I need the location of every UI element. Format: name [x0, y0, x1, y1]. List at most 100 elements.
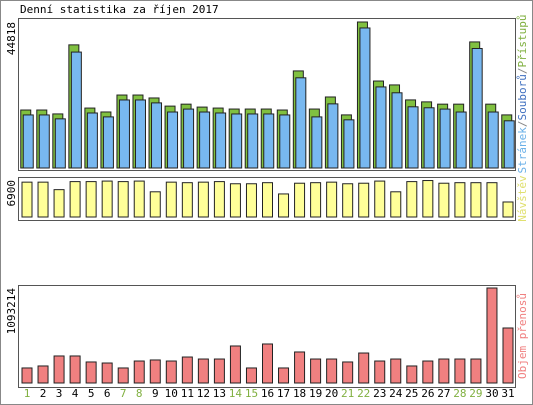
bar	[247, 113, 259, 169]
bar	[502, 201, 514, 218]
legend-separator: /	[516, 120, 529, 127]
bar	[454, 182, 466, 218]
bar	[133, 360, 145, 384]
bar	[165, 181, 177, 218]
bar	[134, 99, 146, 169]
bar	[199, 111, 211, 169]
x-tick-label: 31	[501, 387, 514, 400]
x-tick-label: 7	[120, 387, 127, 400]
x-tick-label: 6	[104, 387, 111, 400]
bar	[390, 191, 402, 218]
bar	[391, 92, 403, 169]
x-tick-label: 30	[485, 387, 498, 400]
bar	[197, 358, 209, 384]
bar	[470, 358, 482, 384]
y-max-label: 6900	[5, 180, 18, 207]
x-tick-label: 3	[56, 387, 63, 400]
bar	[422, 180, 434, 218]
bar	[149, 359, 161, 384]
bar	[53, 355, 65, 384]
bar	[455, 111, 467, 169]
bar	[213, 181, 225, 218]
bar	[310, 182, 322, 218]
bar	[37, 365, 49, 384]
x-tick-label: 19	[309, 387, 322, 400]
bar	[21, 181, 33, 218]
bar	[229, 183, 241, 218]
x-tick-label: 12	[197, 387, 210, 400]
bar	[22, 114, 34, 169]
bar	[406, 365, 418, 384]
bar	[181, 356, 193, 384]
bar	[278, 367, 290, 384]
x-tick-label: 15	[245, 387, 258, 400]
legend-entry: Objem přenosů	[516, 293, 529, 379]
bar	[326, 181, 338, 218]
bar	[21, 367, 33, 384]
x-tick-label: 10	[165, 387, 178, 400]
bar	[101, 362, 113, 384]
bar	[503, 120, 515, 169]
bar	[102, 116, 114, 169]
x-tick-label: 27	[437, 387, 450, 400]
bar	[279, 114, 291, 169]
bar	[278, 193, 290, 218]
bar	[85, 181, 97, 218]
bar	[390, 358, 402, 384]
x-tick-label: 23	[373, 387, 386, 400]
x-tick-label: 20	[325, 387, 338, 400]
x-tick-label: 14	[229, 387, 243, 400]
bar	[213, 358, 225, 384]
bar	[262, 343, 273, 384]
x-tick-label: 25	[405, 387, 418, 400]
x-tick-label: 22	[357, 387, 370, 400]
bar	[471, 47, 483, 169]
legend-entry: Souborů	[516, 74, 529, 120]
legend-entry: Přístupů	[516, 15, 529, 68]
bar	[470, 182, 482, 218]
x-tick-label: 28	[453, 387, 466, 400]
bar	[101, 180, 113, 218]
bar	[181, 182, 193, 218]
bar	[85, 361, 97, 384]
y-max-label: 44818	[5, 22, 18, 55]
bar	[486, 182, 498, 218]
bar	[197, 181, 209, 218]
bar	[69, 355, 81, 384]
x-tick-label: 2	[40, 387, 47, 400]
bar	[439, 108, 451, 169]
bar	[342, 183, 354, 218]
bar	[342, 361, 354, 384]
bar	[374, 180, 386, 218]
x-tick-label: 24	[389, 387, 403, 400]
bar	[310, 358, 322, 384]
bar	[358, 352, 370, 384]
bar	[438, 358, 450, 384]
legend: Návštěv	[516, 175, 529, 222]
legend: Stránek/Souborů/Přístupů	[516, 15, 529, 174]
bar	[133, 180, 145, 218]
bar	[118, 99, 130, 169]
bar	[149, 191, 161, 218]
bar	[54, 118, 66, 169]
bar	[486, 287, 498, 384]
x-tick-label: 1	[24, 387, 31, 400]
bar	[117, 181, 129, 218]
bar	[245, 183, 257, 218]
bar	[215, 112, 227, 169]
legend-separator: /	[516, 68, 529, 75]
x-tick-label: 17	[277, 387, 290, 400]
panel	[18, 285, 516, 388]
bar	[38, 114, 50, 169]
bar	[294, 351, 306, 384]
bar	[375, 86, 387, 169]
x-tick-label: 21	[341, 387, 354, 400]
bar	[438, 182, 450, 218]
y-max-label: 1093214	[5, 288, 18, 335]
bar	[311, 116, 323, 169]
x-tick-label: 29	[469, 387, 482, 400]
bar	[422, 360, 434, 384]
panel	[18, 177, 516, 221]
bar	[231, 113, 243, 169]
